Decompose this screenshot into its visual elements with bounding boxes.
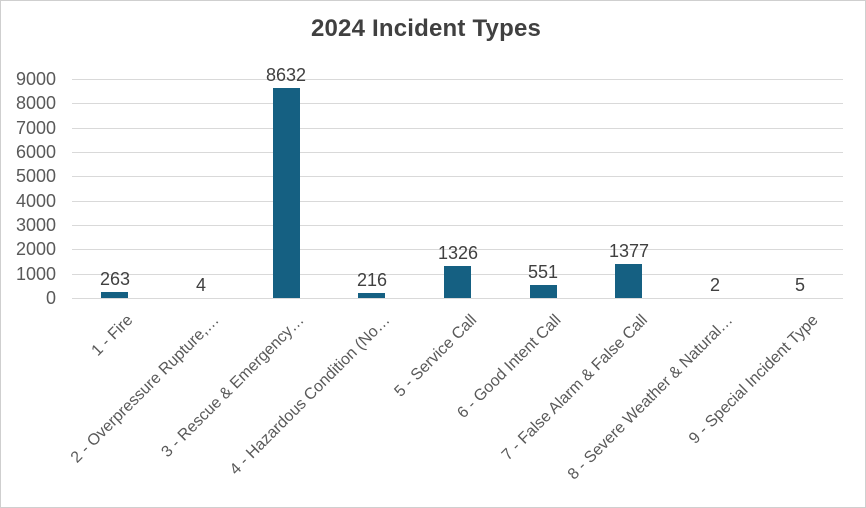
chart-title: 2024 Incident Types (310, 15, 542, 42)
bar-3 - Rescue & Emergency…[interactable] (273, 87, 300, 298)
bar-value-label: 5 (794, 275, 805, 295)
bar-value-label: 1377 (608, 241, 650, 261)
y-axis-tick-label: 6000 (15, 142, 56, 162)
bar-6 - Good Intent Call[interactable] (530, 284, 557, 298)
y-axis-tick-label: 5000 (15, 166, 56, 186)
gridline (72, 152, 843, 153)
x-axis-category-label: 5 - Service Call (390, 311, 480, 401)
bar-4 - Hazardous Condition (No…[interactable] (358, 292, 385, 298)
x-axis-category-label: 2 - Overpressure Rupture,… (67, 311, 223, 467)
gridline (72, 298, 843, 299)
gridline (72, 249, 843, 250)
y-axis-tick-label: 2000 (15, 239, 56, 259)
bar-value-label: 216 (356, 270, 388, 290)
y-axis-tick-label: 1000 (15, 264, 56, 284)
gridline (72, 79, 843, 80)
bar-5 - Service Call[interactable] (444, 265, 471, 298)
x-axis-category-label: 7 - False Alarm & False Call (498, 311, 651, 464)
y-axis-tick-label: 0 (45, 288, 56, 308)
x-axis-category-label: 1 - Fire (88, 311, 137, 360)
bar-7 - False Alarm & False Call[interactable] (615, 264, 642, 298)
y-axis-tick-label: 9000 (15, 69, 56, 89)
gridline (72, 176, 843, 177)
bar-value-label: 263 (99, 269, 131, 289)
y-axis-tick-label: 8000 (15, 93, 56, 113)
bar-1 - Fire[interactable] (101, 291, 128, 298)
gridline (72, 225, 843, 226)
x-axis-category-label: 3 - Rescue & Emergency… (158, 311, 308, 461)
gridline (72, 201, 843, 202)
x-axis-category-label: 4 - Hazardous Condition (No… (227, 311, 394, 479)
y-axis-tick-label: 7000 (15, 118, 56, 138)
gridline (72, 103, 843, 104)
y-axis-tick-label: 3000 (15, 215, 56, 235)
bar-value-label: 1326 (437, 243, 479, 263)
x-axis-category-label: 8 - Severe Weather & Natural… (565, 311, 737, 484)
y-axis-tick-label: 4000 (15, 191, 56, 211)
gridline (72, 128, 843, 129)
bar-value-label: 4 (195, 275, 206, 295)
bar-value-label: 8632 (265, 65, 307, 85)
bar-value-label: 551 (527, 262, 559, 282)
bar-value-label: 2 (709, 275, 720, 295)
